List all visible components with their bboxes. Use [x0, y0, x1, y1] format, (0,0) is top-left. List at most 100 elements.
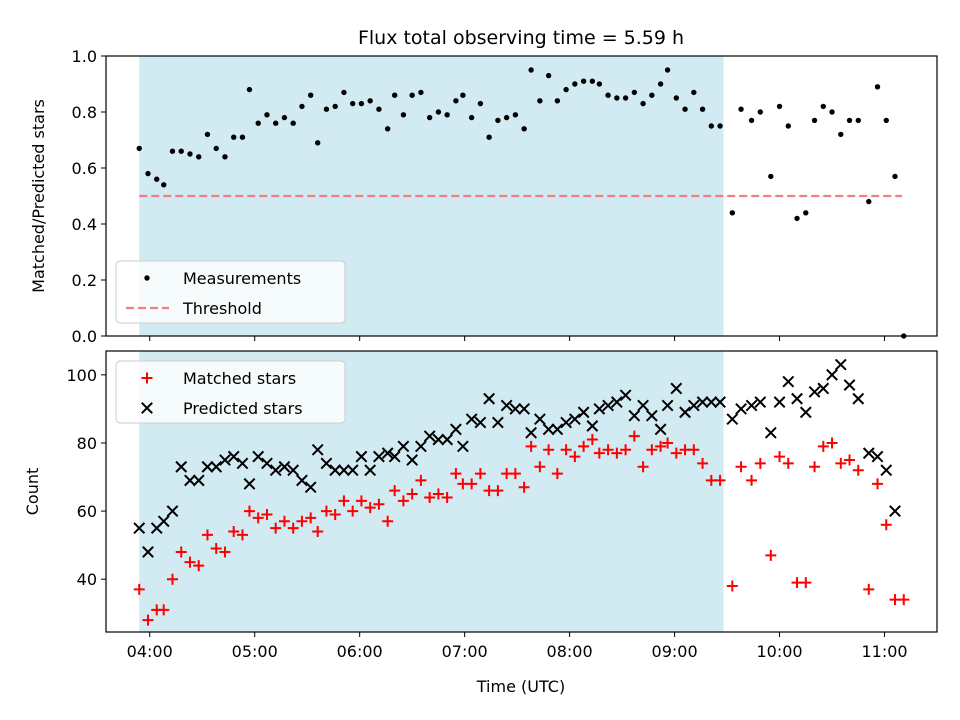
matched-star-point: [782, 457, 794, 469]
measurement-point: [631, 89, 638, 96]
matched-star-point: [746, 474, 758, 486]
predicted-star-point: [269, 464, 282, 477]
matched-star-point: [287, 522, 299, 534]
matched-star-point: [844, 454, 856, 466]
measurement-point: [811, 117, 818, 124]
predicted-star-point: [808, 385, 821, 398]
y-axis-label: Matched/Predicted stars: [29, 99, 48, 293]
predicted-star-point: [661, 399, 674, 412]
matched-star-point: [474, 468, 486, 480]
measurement-point: [145, 170, 151, 177]
matched-star-point: [441, 491, 453, 503]
predicted-star-point: [261, 457, 273, 470]
y-tick-label: 100: [66, 366, 97, 385]
matched-star-point: [637, 461, 649, 473]
predicted-star-point: [619, 389, 632, 402]
y-tick-label: 0.8: [72, 103, 97, 122]
measurement-point: [729, 210, 736, 216]
measurement-point: [691, 89, 697, 96]
predicted-star-point: [227, 450, 240, 463]
matched-star-point: [243, 505, 255, 517]
measurement-point: [376, 106, 382, 112]
matched-star-point: [338, 495, 350, 507]
matched-star-point: [347, 505, 359, 517]
measurement-point: [154, 176, 160, 182]
predicted-star-point: [705, 396, 718, 408]
predicted-star-point: [670, 382, 683, 395]
legend-marker: [144, 275, 150, 281]
y-tick-label: 80: [77, 434, 97, 453]
measurement-point: [596, 81, 603, 87]
matched-star-point: [620, 444, 632, 456]
matched-star-point: [252, 512, 264, 524]
matched-star-point: [364, 502, 376, 514]
measurement-point: [246, 86, 253, 93]
measurement-point: [349, 100, 356, 107]
matched-star-point: [800, 577, 812, 589]
measurement-point: [580, 78, 587, 84]
measurement-point: [255, 120, 261, 126]
y-axis-label: Count: [23, 468, 42, 516]
predicted-star-point: [764, 426, 777, 439]
y-tick-label: 0.0: [72, 327, 97, 346]
matched-star-point: [509, 468, 521, 480]
measurement-point: [708, 123, 715, 129]
predicted-star-point: [192, 474, 205, 487]
matched-star-point: [765, 549, 777, 561]
measurement-point: [748, 117, 755, 124]
matched-star-point: [726, 580, 738, 592]
measurement-point: [213, 145, 219, 152]
matched-star-point: [228, 526, 240, 538]
matched-star-point: [373, 498, 385, 510]
x-tick-label: 05:00: [232, 642, 278, 661]
predicted-star-point: [889, 505, 901, 517]
measurement-point: [717, 123, 723, 129]
predicted-star-point: [414, 440, 427, 453]
predicted-star-point: [201, 460, 214, 473]
measurement-point: [161, 182, 167, 188]
measurement-point: [794, 215, 800, 222]
measurement-point: [829, 109, 835, 115]
measurement-point: [545, 72, 552, 79]
predicted-star-point: [388, 450, 401, 463]
measurement-point: [640, 100, 646, 107]
matched-star-point: [424, 491, 436, 503]
chart-title: Flux total observing time = 5.59 h: [358, 27, 684, 49]
measurement-point: [512, 112, 519, 118]
predicted-star-point: [509, 402, 522, 415]
measurement-point: [341, 89, 347, 96]
measurement-point: [323, 106, 330, 112]
measurement-point: [682, 106, 688, 112]
x-tick-label: 06:00: [337, 642, 383, 661]
predicted-star-point: [628, 409, 641, 422]
predicted-star-point: [754, 396, 767, 408]
measurement-point: [537, 98, 543, 104]
matched-star-point: [714, 474, 726, 486]
matched-star-point: [593, 447, 605, 459]
matched-star-point: [611, 447, 623, 459]
y-tick-label: 0.2: [72, 271, 97, 290]
matched-star-point: [525, 440, 537, 452]
x-tick-label: 11:00: [861, 642, 907, 661]
predicted-star-point: [782, 375, 795, 388]
measurement-point: [409, 92, 415, 98]
predicted-star-point: [474, 416, 487, 429]
measurement-point: [187, 151, 193, 157]
measurement-point: [589, 78, 596, 84]
predicted-star-point: [696, 396, 709, 408]
predicted-star-point: [880, 464, 893, 477]
predicted-star-point: [637, 399, 649, 412]
measurement-point: [239, 134, 246, 140]
measurement-point: [486, 134, 492, 140]
matched-star-point: [193, 560, 205, 572]
predicted-star-point: [338, 464, 350, 477]
legend-marker: [141, 402, 153, 414]
matched-star-point: [236, 529, 248, 541]
measurement-point: [503, 114, 510, 121]
measurement-point: [204, 131, 211, 138]
measurement-point: [495, 117, 501, 124]
predicted-star-point: [278, 460, 291, 473]
predicted-star-point: [834, 358, 847, 371]
matched-star-point: [670, 447, 682, 459]
matched-star-point: [754, 457, 766, 469]
